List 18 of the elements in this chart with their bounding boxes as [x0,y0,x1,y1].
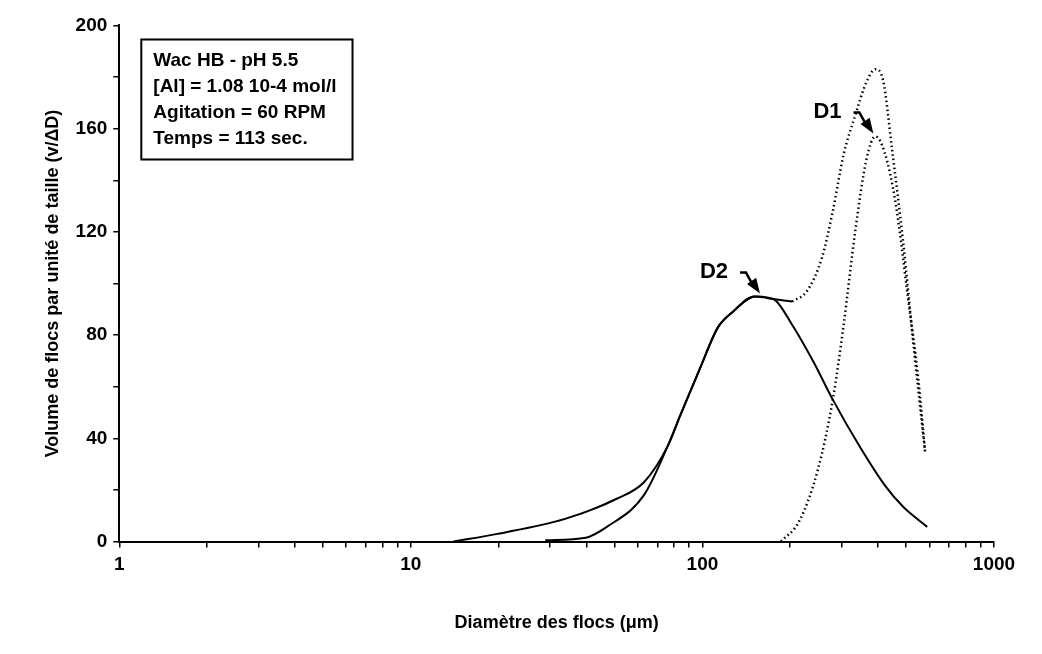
y-tick-label: 160 [75,116,108,138]
y-tick-label: 0 [96,529,108,551]
annotation: D1 [813,98,842,124]
x-tick-label: 1000 [972,553,1016,575]
annotation: Agitation = 60 RPM [153,100,326,122]
annotation: [Al] = 1.08 10-4 mol/l [153,74,337,96]
y-axis-title: Volume de flocs par unité de taille (v/ΔD) [41,109,62,458]
annotation: Wac HB - pH 5.5 [153,48,299,70]
annotation: Temps = 113 sec. [153,126,308,148]
x-tick-label: 1 [114,553,126,575]
annotation: D2 [699,258,729,284]
y-tick-label: 200 [75,13,108,35]
x-tick-label: 100 [686,553,719,575]
x-tick-label: 10 [400,553,422,575]
y-tick-label: 40 [86,426,108,448]
y-tick-label: 120 [75,220,108,242]
y-tick-label: 80 [86,323,108,345]
x-axis-title: Diamètre des flocs (μm) [454,612,659,633]
